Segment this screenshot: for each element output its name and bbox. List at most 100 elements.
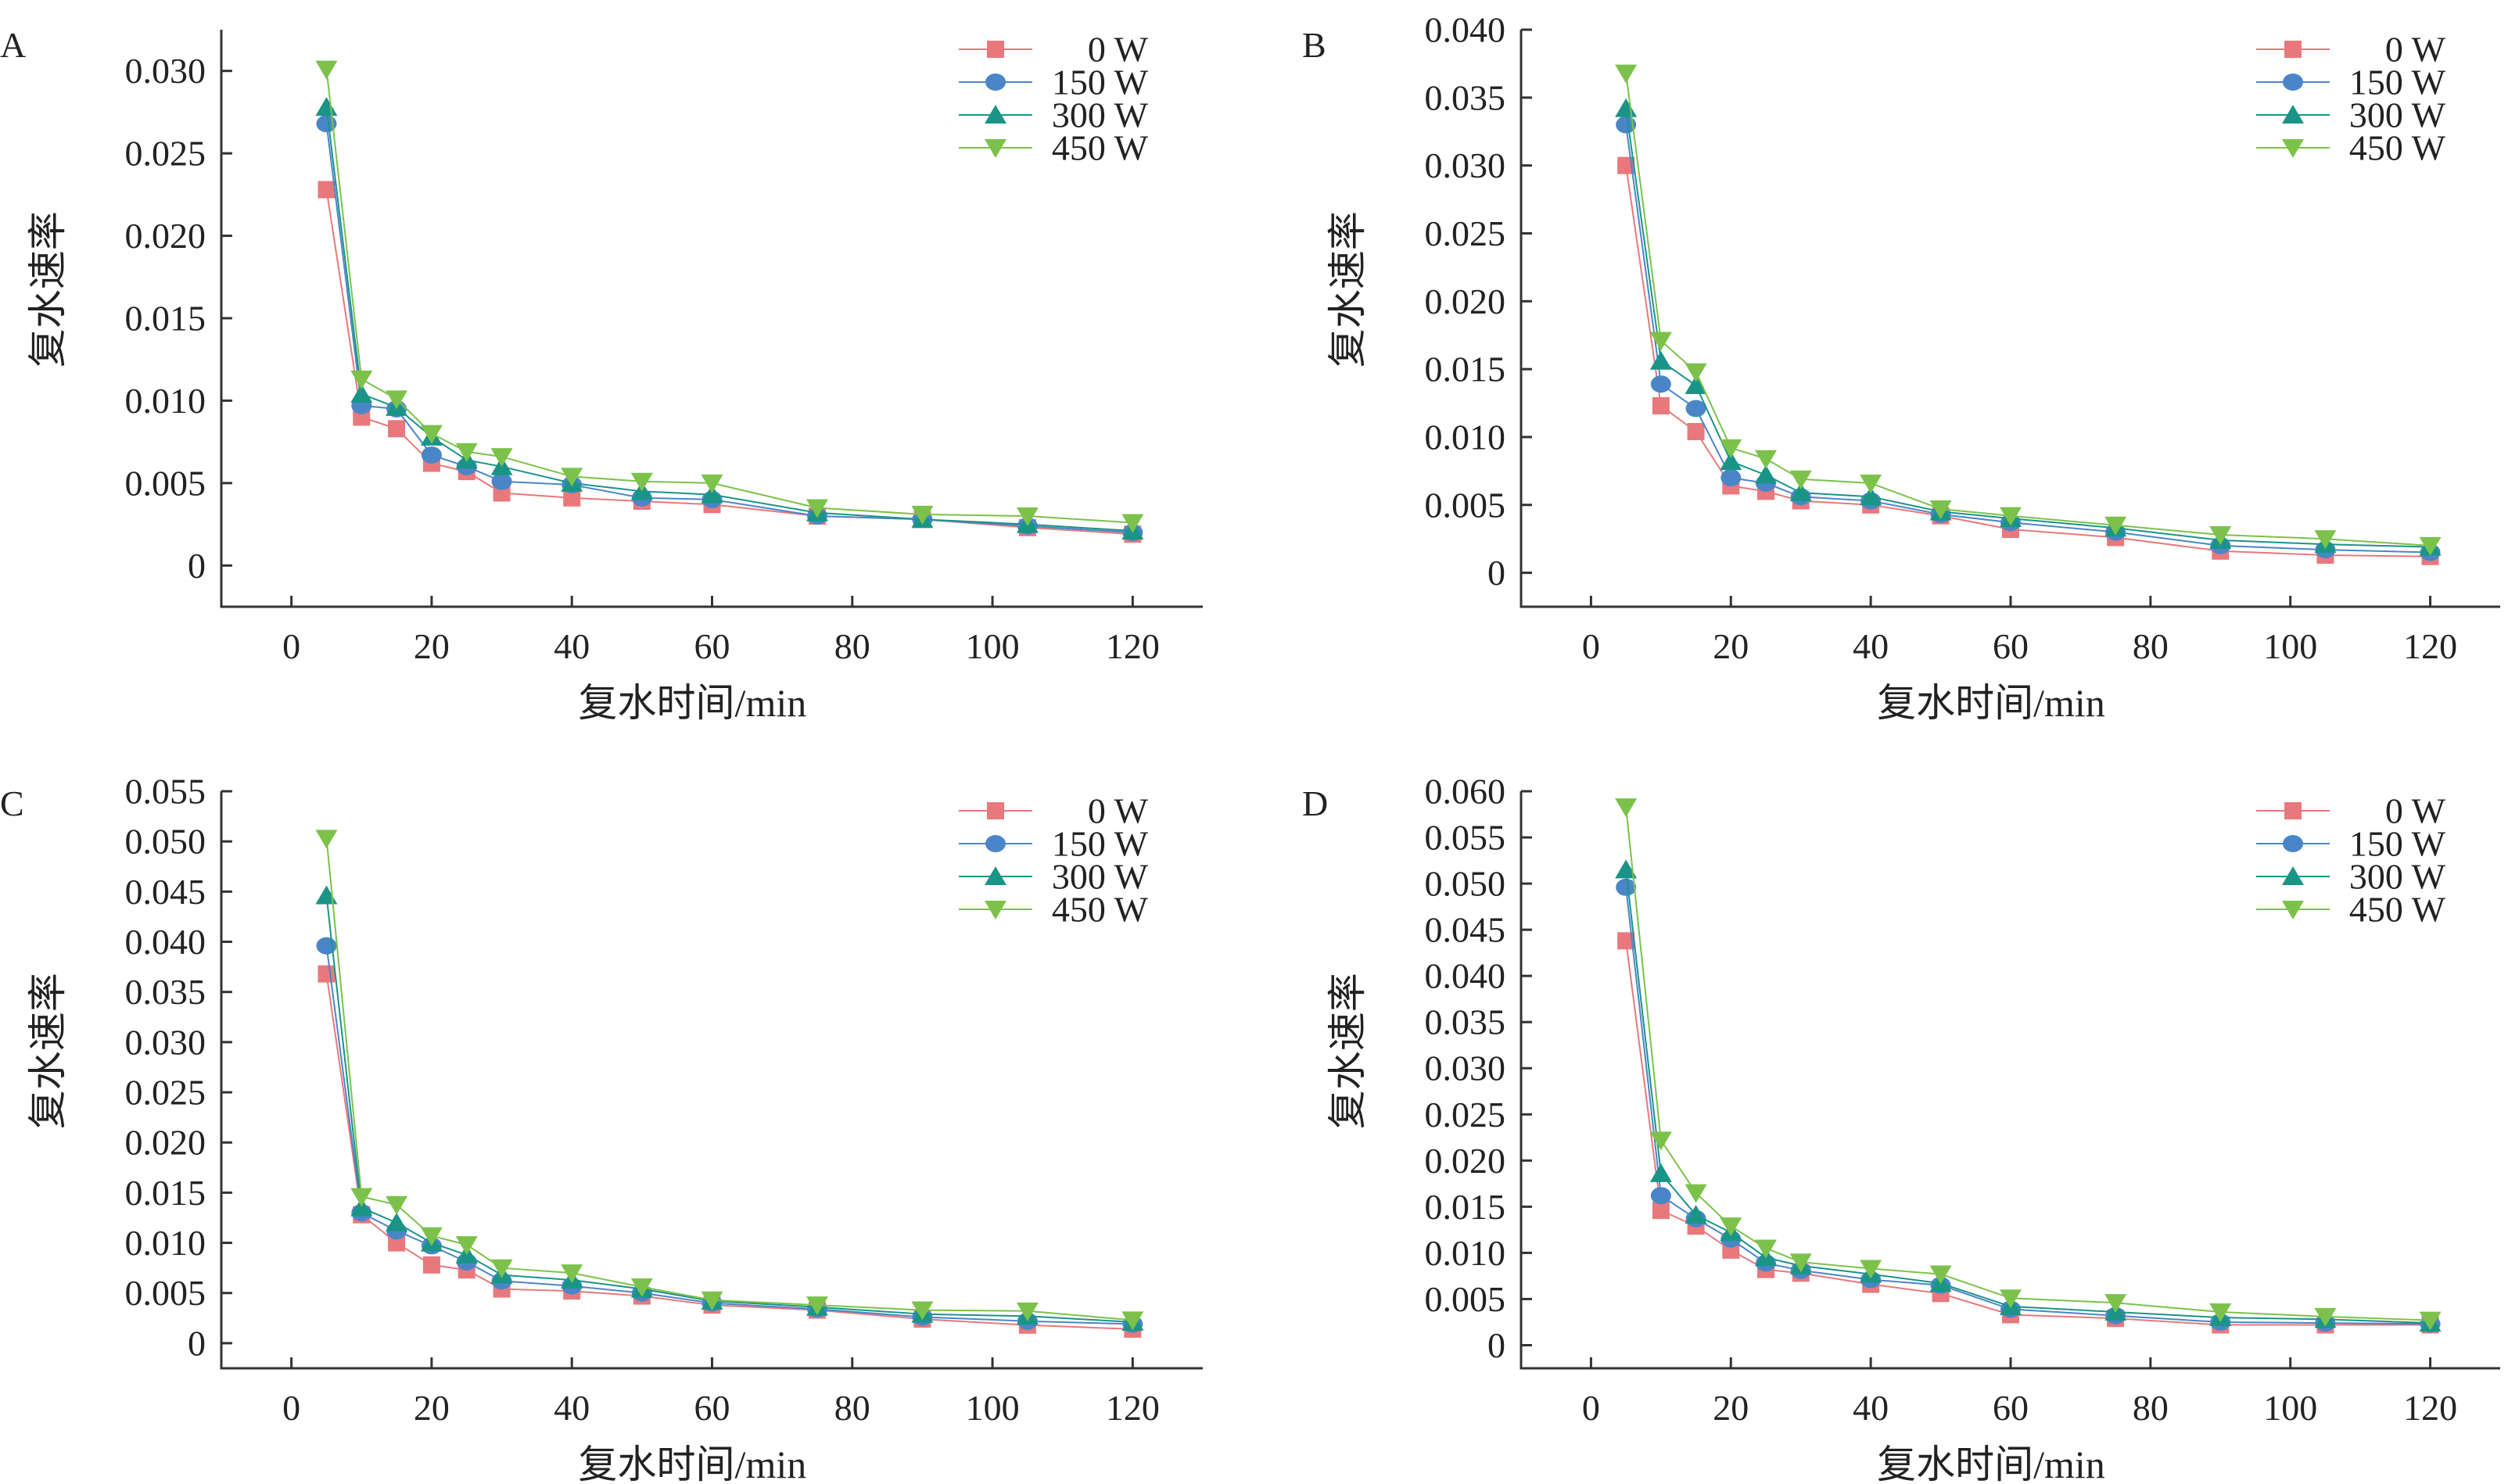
y-tick-label: 0.055 [125, 772, 206, 812]
series-line-0w [325, 973, 1133, 1330]
y-tick-label: 0 [188, 1323, 206, 1363]
data-point-300w [1685, 375, 1707, 394]
y-tick-label: 0.015 [1425, 349, 1506, 389]
y-tick-label: 0 [1487, 1325, 1505, 1365]
y-tick-label: 0.025 [1425, 1095, 1506, 1135]
y-tick-label: 0.005 [125, 1273, 206, 1313]
data-point-450w [1929, 500, 1952, 519]
legend-marker [985, 866, 1006, 885]
data-point-450w [1649, 332, 1672, 351]
data-point-300w [1720, 451, 1742, 471]
x-tick-label: 100 [966, 1388, 1020, 1428]
data-point-450w [350, 1188, 373, 1207]
data-point-300w [1615, 859, 1638, 879]
legend-marker [985, 139, 1006, 158]
data-point-450w [1860, 1260, 1882, 1279]
legend-label: 0 W [2385, 791, 2446, 831]
axes-frame [220, 30, 1203, 608]
x-tick-label: 120 [1106, 1388, 1160, 1428]
data-point-450w [1789, 470, 1812, 489]
data-point-450w [1860, 474, 1882, 493]
data-point-450w [455, 443, 478, 462]
data-point-450w [315, 60, 338, 80]
data-point-0w [1617, 932, 1635, 950]
y-tick-label: 0.030 [125, 1022, 206, 1062]
data-point-450w [490, 448, 513, 468]
legend-marker [2282, 866, 2304, 885]
x-tick-label: 120 [2403, 1388, 2457, 1428]
y-tick-label: 0.020 [1425, 1141, 1506, 1181]
series-line-300w [325, 895, 1133, 1323]
x-tick-label: 40 [554, 626, 590, 666]
panel-c: C 0 0.005 0.010 0.015 0.020 0.025 0.030 0.035 0.0… [0, 772, 1203, 1484]
legend-label: 450 W [2349, 128, 2446, 168]
data-point-300w [315, 97, 338, 116]
y-tick-label: 0.010 [125, 381, 206, 421]
data-point-450w [1720, 439, 1742, 458]
data-point-300w [315, 885, 338, 905]
data-point-450w [2314, 1307, 2337, 1327]
panel-letter: C [0, 783, 24, 823]
data-point-450w [315, 830, 338, 849]
y-tick-label: 0.005 [1425, 485, 1506, 525]
y-tick-label: 0.015 [1425, 1187, 1506, 1227]
data-point-450w [386, 390, 408, 410]
axes-frame [1520, 30, 2500, 608]
panel-d: D 0 0.005 0.010 0.015 0.020 0.025 0.030 0.035 0.0… [1302, 772, 2500, 1484]
y-tick-label: 0.050 [125, 822, 206, 862]
x-tick-label: 20 [1713, 626, 1749, 666]
x-tick-label: 100 [966, 626, 1020, 666]
y-tick-label: 0 [1487, 553, 1505, 593]
legend-marker [2284, 802, 2302, 819]
data-point-150w [1720, 469, 1742, 487]
data-point-450w [2104, 516, 2127, 536]
data-point-450w [1016, 507, 1039, 527]
data-point-450w [455, 1236, 478, 1256]
data-point-450w [701, 474, 723, 493]
data-point-300w [1615, 98, 1638, 117]
series-line-0w [1625, 165, 2431, 557]
legend-label: 150 W [1052, 824, 1149, 864]
panel-letter: A [0, 25, 26, 65]
legend-label: 300 W [1052, 857, 1149, 897]
data-point-150w [1616, 116, 1637, 134]
data-point-450w [2000, 1289, 2022, 1309]
y-tick-label: 0.040 [1425, 956, 1506, 996]
y-tick-label: 0.035 [125, 972, 206, 1012]
y-tick-label: 0.005 [125, 463, 206, 503]
x-tick-label: 60 [694, 626, 730, 666]
y-tick-label: 0.020 [125, 1123, 206, 1163]
data-point-300w [386, 1212, 408, 1231]
data-point-150w [491, 472, 512, 490]
x-tick-label: 80 [2133, 1388, 2169, 1428]
series-line-150w [325, 124, 1133, 534]
x-axis-title: 复水时间/min [1877, 1443, 2105, 1484]
x-tick-label: 0 [282, 1388, 300, 1428]
y-tick-label: 0.010 [1425, 417, 1506, 457]
x-tick-label: 40 [554, 1388, 590, 1428]
data-point-300w [1860, 486, 1882, 506]
x-tick-label: 0 [1582, 1388, 1600, 1428]
legend-label: 0 W [2385, 30, 2446, 70]
data-point-450w [1720, 1217, 1742, 1237]
series-line-450w [325, 69, 1133, 524]
data-point-0w [1652, 1202, 1670, 1220]
y-tick-label: 0.025 [1425, 213, 1506, 253]
y-axis-title: 复水速率 [26, 973, 70, 1129]
data-point-450w [1615, 64, 1638, 84]
data-point-450w [2000, 507, 2022, 526]
x-tick-label: 80 [834, 1388, 870, 1428]
data-point-300w [350, 383, 373, 403]
y-tick-label: 0.045 [125, 872, 206, 912]
data-point-0w [1687, 422, 1705, 440]
y-axis-title: 复水速率 [26, 211, 70, 367]
panel-b: B 0 0.005 0.010 0.015 0.020 0.025 0.030 0.035 0.0… [1302, 10, 2500, 725]
data-point-450w [2104, 1294, 2127, 1314]
y-tick-label: 0.025 [125, 1073, 206, 1113]
legend-label: 450 W [1052, 128, 1149, 168]
x-tick-label: 40 [1853, 1388, 1889, 1428]
data-point-450w [630, 472, 653, 492]
y-tick-label: 0.010 [1425, 1233, 1506, 1273]
legend-label: 0 W [1088, 30, 1149, 70]
